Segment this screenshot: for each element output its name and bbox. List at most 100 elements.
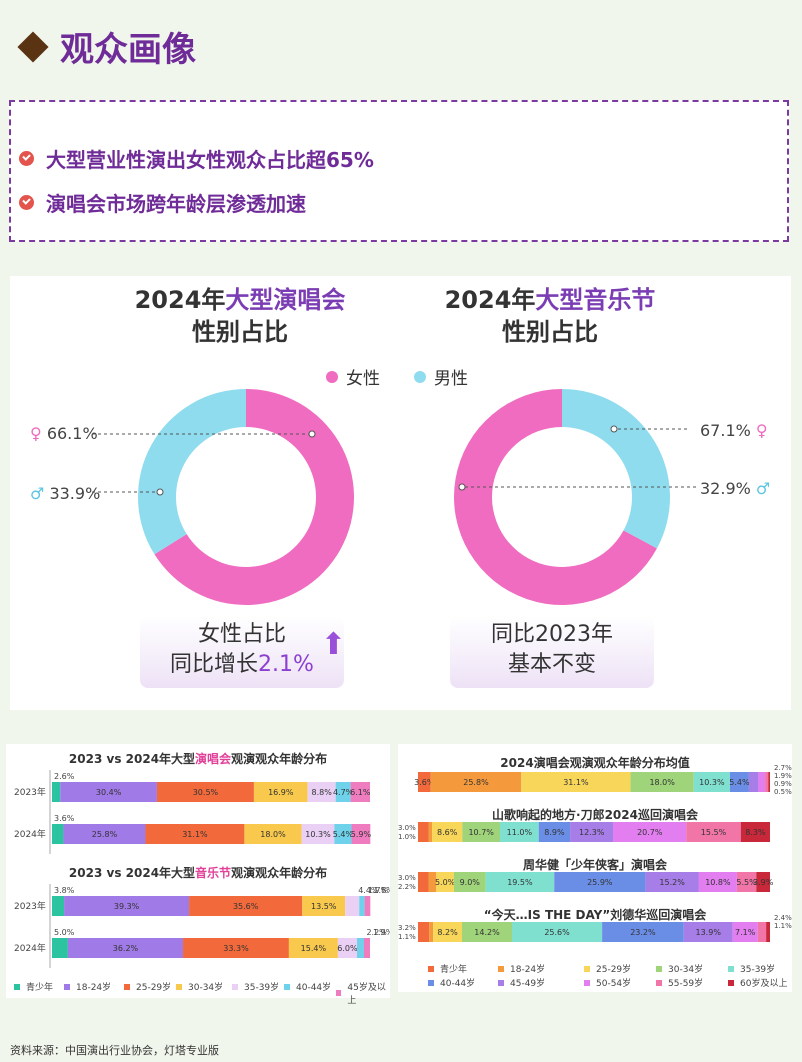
data-label: 25.9%	[587, 878, 613, 887]
legend-label: 18-24岁	[510, 965, 546, 975]
data-label: 2.7%	[774, 764, 792, 772]
title-part: 2023 vs 2024年大型	[68, 866, 196, 880]
data-label: 36.2%	[113, 944, 139, 953]
legend-label: 35-39岁	[244, 983, 280, 993]
data-label: 10.7%	[468, 828, 494, 837]
title-sub: 性别占比	[502, 318, 598, 346]
title-sub: 性别占比	[192, 318, 288, 346]
bar-segment	[462, 822, 501, 842]
row-label: 2024年	[14, 828, 46, 840]
legend-item: 45-49岁	[498, 976, 545, 989]
chart-title: 山歌响起的地方·刀郎2024巡回演唱会	[492, 808, 698, 822]
bar-segment	[756, 872, 770, 892]
legend-female: 女性	[326, 364, 380, 389]
value: 33.9%	[49, 484, 101, 503]
concert-summary-box: 女性占比 同比增长2.1% ⬆	[140, 616, 346, 688]
chart-title: 2023 vs 2024年大型音乐节观演观众年龄分布	[6, 864, 390, 881]
bar-segment	[335, 782, 351, 802]
data-label: 5.4%	[729, 778, 750, 787]
age-bars-left: 2023年 2.6% 30.4% 30.5% 16.9% 8.8% 4.7%6.1% 2024…	[14, 770, 390, 968]
legend-swatch	[428, 979, 434, 986]
legend-label: 50-54岁	[596, 979, 632, 989]
legend-item: 35-39岁	[232, 980, 279, 993]
bar-segment	[765, 772, 769, 792]
legend-label: 45-49岁	[510, 979, 546, 989]
concert-female-value: ♀ 66.1%	[30, 424, 98, 443]
legend-item: 25-29岁	[584, 962, 631, 975]
bar-segment	[436, 872, 454, 892]
festival-summary-box: 同比2023年 基本不变	[450, 616, 654, 688]
data-label: 19.5%	[507, 878, 533, 887]
bar-segment	[244, 824, 302, 844]
bar-segment	[302, 896, 346, 916]
bar-segment	[602, 922, 684, 942]
bar-segment	[418, 922, 430, 942]
data-label: 9.0%	[460, 878, 481, 887]
data-label: 10.8%	[705, 878, 731, 887]
legend-item: 青少年	[428, 962, 467, 975]
bar-segment	[683, 922, 733, 942]
legend-label: 40-44岁	[440, 979, 476, 989]
data-label: 13.5%	[311, 902, 337, 911]
data-label: 8.3%	[745, 828, 766, 837]
gender-donuts	[92, 389, 696, 605]
title-part: 观演观众年龄分布	[231, 752, 328, 766]
bar-segment	[732, 922, 758, 942]
festival-gender-title: 2024年大型音乐节 性别占比	[420, 284, 680, 348]
data-label: 25.8%	[92, 830, 118, 839]
legend-label: 男性	[434, 369, 468, 389]
page-title: 观众画像	[17, 22, 196, 71]
data-label: 2.4%	[774, 914, 792, 922]
data-label: 5.0%	[435, 878, 456, 887]
data-label: 8.8%	[311, 788, 332, 797]
bar-segment	[428, 822, 433, 842]
bar-segment	[52, 782, 61, 802]
age-bars-right: 3.6% 25.8% 31.1% 18.0% 10.3% 5.4% 2.7%1.9%0.9%…	[398, 764, 792, 942]
bar-segment	[740, 822, 770, 842]
data-label: 5.5%	[736, 878, 757, 887]
title-part: 2023 vs 2024年大型	[68, 752, 196, 766]
bar-segment	[253, 782, 308, 802]
value: 67.1%	[700, 421, 751, 440]
bar-segment	[301, 824, 335, 844]
legend-item: 40-44岁	[428, 976, 475, 989]
data-label: 14.2%	[474, 928, 500, 937]
data-label: 31.1%	[563, 778, 589, 787]
bar-segment	[766, 922, 770, 942]
bar-segment	[538, 822, 571, 842]
summary-line: 同比增长	[170, 652, 259, 677]
age-distribution-left-card: 2023 vs 2024年大型演唱会观演观众年龄分布 2023 vs 2024年…	[6, 744, 390, 1006]
diamond-icon	[17, 30, 49, 63]
leader-dot	[156, 488, 164, 496]
bar-segment	[183, 938, 289, 958]
bar-segment	[364, 896, 371, 916]
key-point-text: 大型营业性演出女性观众占比超65%	[46, 148, 374, 172]
data-label: 33.3%	[223, 944, 249, 953]
legend-item: 30-34岁	[176, 980, 223, 993]
data-label: 3.9%	[753, 878, 774, 887]
data-label: 3.8%	[54, 886, 75, 895]
data-label: 8.2%	[437, 928, 458, 937]
data-label: 35.6%	[233, 902, 259, 911]
title-highlight: 演唱会	[195, 752, 232, 766]
data-label: 5.4%	[333, 830, 354, 839]
key-point: 演唱会市场跨年龄层渗透加速	[19, 188, 306, 217]
bar-segment	[145, 824, 245, 844]
legend-label: 40-44岁	[296, 983, 332, 993]
legend-swatch	[656, 965, 662, 972]
bar-segment	[698, 872, 737, 892]
bar-segment	[63, 824, 146, 844]
bar-segment	[418, 822, 429, 842]
bar-segment	[307, 782, 336, 802]
data-label: 0.9%	[774, 780, 792, 788]
bar-segment	[337, 938, 357, 958]
legend-swatch	[728, 965, 734, 972]
data-label: 6.0%	[337, 944, 358, 953]
data-label: 15.4%	[301, 944, 327, 953]
bar-segment	[52, 824, 64, 844]
male-slice	[138, 389, 246, 555]
data-label: 5.0%	[54, 928, 75, 937]
bar-segment	[729, 772, 749, 792]
female-slice	[454, 389, 657, 605]
bar-segment	[363, 938, 370, 958]
